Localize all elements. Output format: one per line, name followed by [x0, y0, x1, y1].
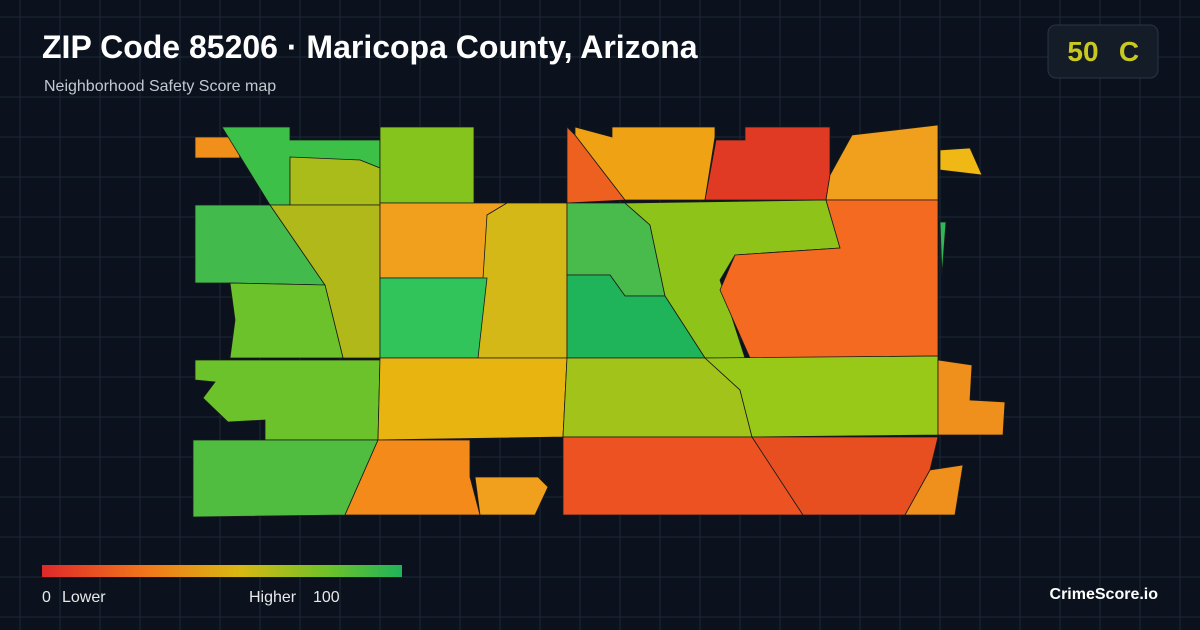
- region: [229, 282, 344, 359]
- grade: C: [1119, 36, 1139, 67]
- region: [474, 476, 549, 516]
- region: [937, 359, 1006, 436]
- region: [939, 147, 983, 176]
- subtitle: Neighborhood Safety Score map: [44, 78, 276, 95]
- region: [269, 204, 381, 359]
- score: 50: [1067, 36, 1098, 67]
- region: [719, 199, 939, 359]
- region: [703, 355, 939, 438]
- legend-max: 100: [313, 589, 340, 606]
- region: [289, 156, 381, 206]
- region: [344, 439, 481, 516]
- legend-bar: [42, 565, 402, 577]
- region: [379, 126, 475, 204]
- region: [939, 221, 947, 276]
- legend-min-label: Lower: [62, 589, 106, 606]
- map: [192, 124, 1006, 518]
- legend-max-label: Higher: [249, 589, 297, 606]
- region: [574, 126, 716, 201]
- brand: CrimeScore.io: [1050, 586, 1159, 603]
- region: [194, 136, 241, 159]
- region: [904, 464, 964, 516]
- title: ZIP Code 85206 · Maricopa County, Arizon…: [42, 29, 698, 65]
- region: [377, 357, 568, 441]
- region: [379, 277, 488, 359]
- score-box: [1047, 24, 1159, 79]
- region: [477, 202, 568, 359]
- legend-min: 0: [42, 589, 51, 606]
